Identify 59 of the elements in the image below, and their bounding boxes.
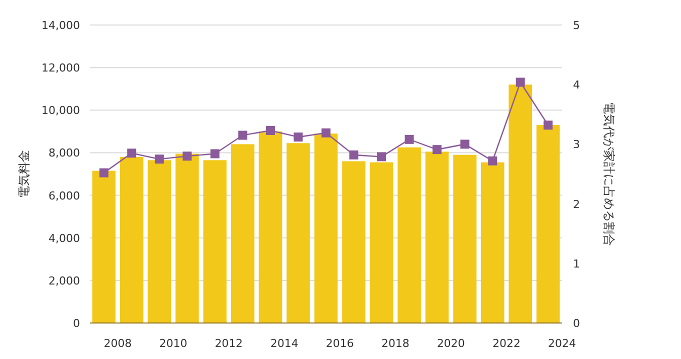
y2-tick-label: 3 bbox=[573, 138, 580, 152]
point bbox=[294, 132, 303, 142]
x-tick-label: 2022 bbox=[492, 337, 520, 350]
bar bbox=[231, 144, 254, 323]
y-tick-label: 12,000 bbox=[42, 62, 80, 75]
bar bbox=[176, 154, 199, 323]
point bbox=[322, 128, 330, 138]
y-tick-label: 10,000 bbox=[42, 104, 80, 118]
point bbox=[154, 154, 164, 164]
bar bbox=[92, 170, 116, 323]
x-tick-label: 2008 bbox=[104, 337, 132, 350]
y-tick-label: 4,000 bbox=[48, 232, 80, 245]
y2-axis-title: 電気代が家計に占める割合 bbox=[602, 102, 616, 246]
bar bbox=[148, 160, 172, 323]
x-tick-label: 2010 bbox=[159, 337, 188, 350]
point bbox=[488, 156, 498, 166]
point bbox=[544, 120, 553, 130]
bar bbox=[203, 160, 227, 323]
y-tick-label: 8,000 bbox=[48, 146, 80, 160]
x-tick-label: 2012 bbox=[214, 337, 243, 350]
y2-tick-label: 2 bbox=[573, 198, 580, 211]
x-tick-label: 2020 bbox=[436, 337, 465, 350]
bar bbox=[425, 152, 449, 323]
point bbox=[516, 78, 525, 87]
x-tick-label: 2016 bbox=[326, 337, 354, 350]
point bbox=[238, 130, 248, 140]
point bbox=[210, 149, 220, 158]
point bbox=[127, 148, 136, 158]
y-tick-label: 0 bbox=[73, 317, 80, 330]
x-tick-label: 2018 bbox=[381, 337, 410, 350]
y2-tick-label: 4 bbox=[573, 78, 580, 92]
bar bbox=[536, 125, 560, 323]
y-tick-label: 2,000 bbox=[48, 274, 80, 288]
point bbox=[432, 145, 442, 154]
y2-tick-label: 5 bbox=[573, 19, 580, 32]
y-axis-title: 電気料金 bbox=[17, 150, 31, 198]
bar bbox=[120, 156, 144, 323]
bar bbox=[370, 162, 394, 323]
bar bbox=[480, 162, 504, 323]
y-tick-label: 14,000 bbox=[42, 19, 80, 32]
bar bbox=[258, 131, 282, 323]
bar bbox=[314, 134, 338, 323]
point bbox=[460, 140, 470, 149]
x-tick-label: 2014 bbox=[270, 337, 298, 350]
bar bbox=[398, 147, 421, 323]
point bbox=[99, 168, 108, 178]
bar bbox=[342, 161, 366, 323]
bar bbox=[508, 84, 532, 323]
point bbox=[377, 152, 386, 162]
point bbox=[404, 134, 414, 144]
point bbox=[266, 126, 275, 135]
y-tick-label: 6,000 bbox=[48, 189, 80, 202]
point bbox=[349, 150, 358, 160]
bar bbox=[286, 143, 310, 323]
y2-tick-label: 1 bbox=[573, 257, 580, 270]
y2-tick-label: 0 bbox=[573, 317, 580, 330]
bar bbox=[453, 154, 476, 323]
point bbox=[182, 152, 192, 161]
x-tick-label: 2024 bbox=[548, 337, 576, 350]
